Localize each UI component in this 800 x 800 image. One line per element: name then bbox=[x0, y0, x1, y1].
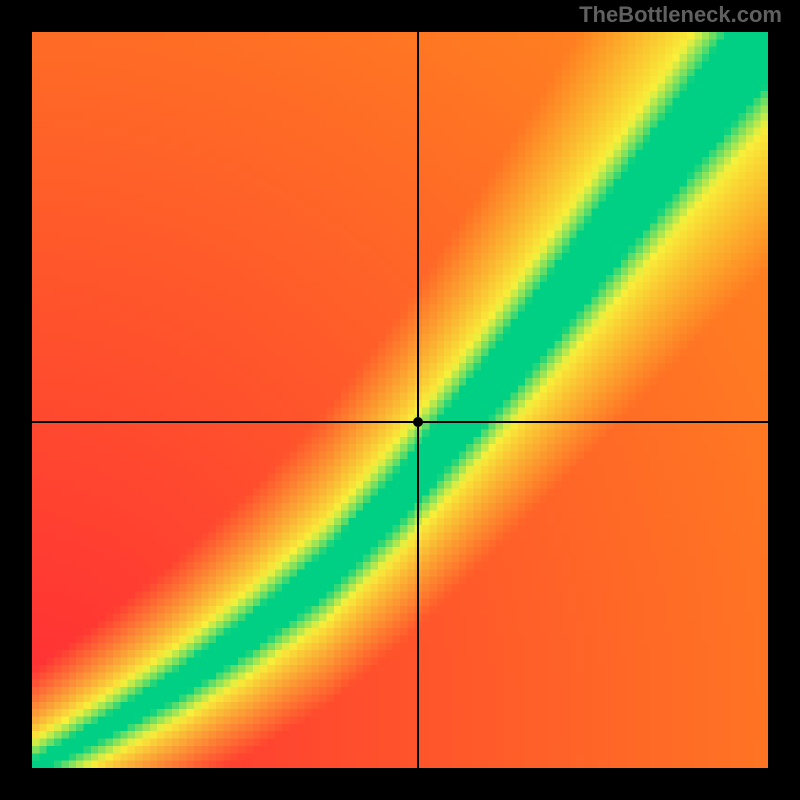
watermark-text: TheBottleneck.com bbox=[579, 2, 782, 28]
crosshair-horizontal-line bbox=[32, 421, 768, 423]
bottleneck-heatmap bbox=[32, 32, 768, 768]
chart-container: TheBottleneck.com bbox=[0, 0, 800, 800]
crosshair-vertical-line bbox=[417, 32, 419, 768]
